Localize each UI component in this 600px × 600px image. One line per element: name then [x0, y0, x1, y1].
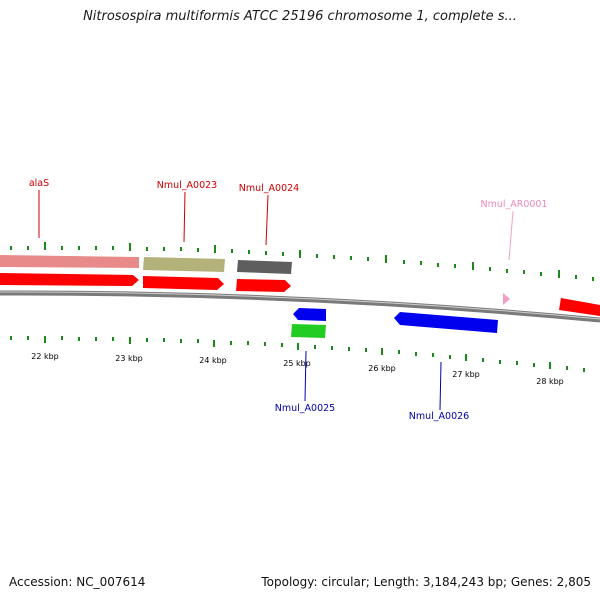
gene-Nmul_A0023-bar[interactable] — [143, 257, 225, 272]
leader-Nmul_A0024 — [265, 194, 269, 246]
gene-Nmul_A0024-bar[interactable] — [237, 260, 292, 274]
minus-strand-genes — [291, 308, 498, 338]
gene-red-arrow-1[interactable] — [0, 273, 139, 286]
gene-label-Nmul_A0026[interactable]: Nmul_A0026 — [409, 411, 469, 422]
outer-tick-row — [10, 242, 594, 281]
genome-backbone — [0, 290, 600, 323]
scale-label: 27 kbp — [452, 370, 480, 379]
scale-label: 24 kbp — [199, 356, 227, 365]
inner-tick-row — [10, 336, 585, 372]
gene-label-Nmul_AR0001[interactable]: Nmul_AR0001 — [480, 199, 547, 210]
genome-backbone-highlight — [0, 291, 600, 320]
leader-Nmul_AR0001 — [508, 210, 514, 261]
genome-summary-text: Topology: circular; Length: 3,184,243 bp… — [261, 575, 591, 589]
gene-label-Nmul_A0024[interactable]: Nmul_A0024 — [239, 183, 299, 194]
gene-Nmul_AR0001-marker[interactable] — [503, 293, 510, 305]
scale-label: 26 kbp — [368, 364, 396, 373]
gene-red-arrow-2[interactable] — [143, 276, 224, 290]
scale-label: 25 kbp — [283, 359, 311, 368]
gene-alaS-bar[interactable] — [0, 255, 139, 268]
gene-red-arrow-3[interactable] — [236, 279, 291, 292]
gene-red-bar-right[interactable] — [559, 298, 600, 316]
gene-Nmul_A0026-arrow[interactable] — [394, 312, 498, 333]
gene-label-Nmul_A0025[interactable]: Nmul_A0025 — [275, 403, 335, 414]
gene-Nmul_A0025-green-bar[interactable] — [291, 324, 326, 338]
scale-label: 23 kbp — [115, 354, 143, 363]
scale-label: 22 kbp — [31, 352, 59, 361]
accession-text: Accession: NC_007614 — [9, 575, 146, 589]
gene-label-alaS[interactable]: alaS — [29, 178, 49, 189]
gene-Nmul_A0025-arrow[interactable] — [293, 308, 326, 321]
plus-strand-genes — [0, 255, 600, 316]
leader-Nmul_A0025 — [304, 350, 307, 402]
map-title: Nitrosospira multiformis ATCC 25196 chro… — [83, 9, 517, 24]
gene-label-Nmul_A0023[interactable]: Nmul_A0023 — [157, 180, 217, 191]
label-leaders — [38, 190, 514, 411]
leader-Nmul_A0026 — [439, 361, 442, 411]
scale-labels: 22 kbp 23 kbp 24 kbp 25 kbp 26 kbp 27 kb… — [31, 352, 564, 386]
gene-labels: alaS Nmul_A0023 Nmul_A0024 Nmul_AR0001 N… — [29, 178, 548, 422]
scale-label: 28 kbp — [536, 377, 564, 386]
leader-Nmul_A0023 — [183, 191, 186, 243]
